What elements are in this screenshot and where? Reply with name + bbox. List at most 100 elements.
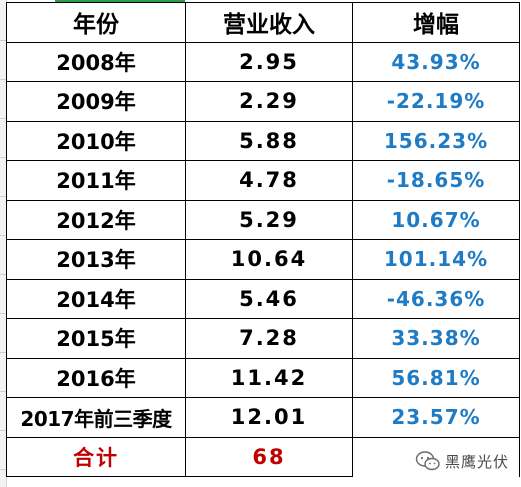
growth-value: 43.93% (391, 49, 481, 74)
header-label: 增幅 (413, 12, 459, 39)
year-value: 2016年 (56, 366, 136, 391)
growth-cell[interactable]: 43.93% (352, 41, 520, 82)
year-value: 2009年 (56, 90, 136, 115)
row-divider (0, 196, 6, 197)
revenue-cell[interactable]: 5.88 (185, 120, 353, 161)
year-value: 2012年 (56, 208, 136, 233)
table-row: 2015年 7.28 33.38% (6, 318, 520, 359)
header-label: 营业收入 (223, 12, 315, 39)
growth-cell[interactable]: 101.14% (352, 239, 520, 280)
row-divider (0, 274, 6, 275)
revenue-value: 11.42 (230, 365, 308, 390)
year-cell[interactable]: 2017年前三季度 (6, 397, 186, 438)
year-cell[interactable]: 2012年 (6, 199, 186, 240)
growth-cell[interactable]: 10.67% (352, 199, 520, 240)
revenue-cell[interactable]: 5.29 (185, 199, 353, 240)
selected-column-indicator (55, 0, 185, 2)
growth-cell[interactable]: -18.65% (352, 160, 520, 201)
table-header-row: 年份 营业收入 增幅 (6, 2, 520, 43)
growth-cell[interactable]: 156.23% (352, 120, 520, 161)
revenue-cell[interactable]: 2.95 (185, 41, 353, 82)
row-divider (0, 157, 6, 158)
growth-value: 23.57% (391, 405, 481, 430)
revenue-value: 2.29 (239, 89, 299, 114)
growth-value: 33.38% (391, 326, 481, 351)
table-row: 2013年 10.64 101.14% (6, 239, 520, 280)
year-cell[interactable]: 2008年 (6, 41, 186, 82)
row-divider (0, 391, 6, 392)
growth-value: 10.67% (391, 207, 481, 232)
revenue-table: 年份 营业收入 增幅 2008年 2.95 43.93% 2009年 2.29 … (6, 2, 520, 477)
year-cell[interactable]: 2013年 (6, 239, 186, 280)
revenue-cell[interactable]: 12.01 (185, 397, 353, 438)
growth-cell[interactable]: 56.81% (352, 357, 520, 398)
row-divider (0, 469, 6, 470)
row-divider (0, 118, 6, 119)
growth-cell[interactable]: -22.19% (352, 81, 520, 122)
header-cell-year[interactable]: 年份 (6, 2, 186, 43)
header-cell-revenue[interactable]: 营业收入 (185, 2, 353, 43)
year-cell[interactable]: 2009年 (6, 81, 186, 122)
growth-value: -18.65% (386, 168, 486, 193)
year-cell[interactable]: 2014年 (6, 278, 186, 319)
growth-cell[interactable]: 23.57% (352, 397, 520, 438)
wechat-icon (415, 450, 441, 472)
table-row: 2012年 5.29 10.67% (6, 199, 520, 240)
growth-value: 101.14% (383, 247, 489, 272)
revenue-value: 10.64 (230, 247, 308, 272)
growth-cell[interactable]: -46.36% (352, 278, 520, 319)
revenue-value: 5.88 (239, 128, 299, 153)
watermark-text: 黑鹰光伏 (444, 452, 509, 471)
table-row: 2017年前三季度 12.01 23.57% (6, 397, 520, 438)
total-label-cell[interactable]: 合计 (6, 436, 186, 477)
row-divider (0, 352, 6, 353)
growth-value: -22.19% (386, 89, 486, 114)
growth-value: 56.81% (391, 365, 481, 390)
row-divider (0, 430, 6, 431)
revenue-value: 2.95 (239, 49, 299, 74)
row-divider (0, 40, 6, 41)
revenue-value: 7.28 (239, 326, 299, 351)
year-cell[interactable]: 2010年 (6, 120, 186, 161)
table-row: 2009年 2.29 -22.19% (6, 81, 520, 122)
table-row: 2014年 5.46 -46.36% (6, 278, 520, 319)
year-value: 2014年 (56, 287, 136, 312)
table-row: 2011年 4.78 -18.65% (6, 160, 520, 201)
revenue-value: 12.01 (230, 405, 308, 430)
row-divider (0, 235, 6, 236)
row-divider (0, 79, 6, 80)
year-cell[interactable]: 2016年 (6, 357, 186, 398)
year-cell[interactable]: 2011年 (6, 160, 186, 201)
row-divider (0, 313, 6, 314)
growth-value: -46.36% (386, 286, 486, 311)
revenue-cell[interactable]: 2.29 (185, 81, 353, 122)
revenue-cell[interactable]: 10.64 (185, 239, 353, 280)
revenue-value: 5.46 (239, 286, 299, 311)
year-cell[interactable]: 2015年 (6, 318, 186, 359)
total-revenue-value: 68 (252, 444, 286, 469)
revenue-value: 4.78 (239, 168, 299, 193)
table-row: 2008年 2.95 43.93% (6, 41, 520, 82)
year-value: 2015年 (56, 327, 136, 352)
year-value: 2010年 (56, 129, 136, 154)
header-cell-growth[interactable]: 增幅 (352, 2, 520, 43)
watermark: 黑鹰光伏 (415, 450, 509, 472)
table-row: 2016年 11.42 56.81% (6, 357, 520, 398)
revenue-cell[interactable]: 4.78 (185, 160, 353, 201)
total-row: 合计 68 (6, 436, 520, 477)
total-growth-cell[interactable] (352, 436, 520, 477)
year-value: 2011年 (56, 169, 136, 194)
table-row: 2010年 5.88 156.23% (6, 120, 520, 161)
revenue-cell[interactable]: 11.42 (185, 357, 353, 398)
growth-value: 156.23% (383, 128, 489, 153)
revenue-value: 5.29 (239, 207, 299, 232)
year-value: 2017年前三季度 (20, 406, 172, 431)
header-label: 年份 (73, 12, 119, 39)
growth-cell[interactable]: 33.38% (352, 318, 520, 359)
revenue-cell[interactable]: 5.46 (185, 278, 353, 319)
total-label: 合计 (73, 445, 119, 470)
year-value: 2008年 (56, 50, 136, 75)
revenue-cell[interactable]: 7.28 (185, 318, 353, 359)
year-value: 2013年 (56, 248, 136, 273)
total-revenue-cell[interactable]: 68 (185, 436, 353, 477)
